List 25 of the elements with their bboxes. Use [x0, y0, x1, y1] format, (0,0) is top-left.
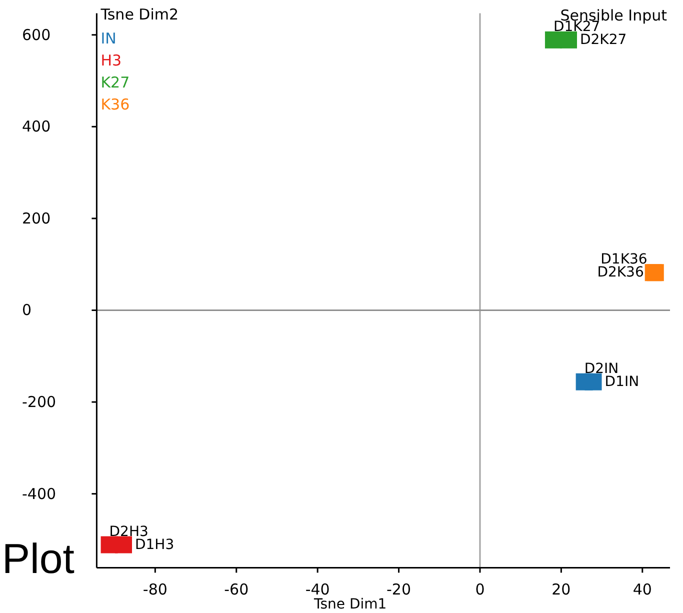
- data-label: D2K27: [580, 32, 627, 48]
- y-tick-label: 600: [22, 26, 51, 44]
- text: H3: [100, 51, 122, 70]
- x-tick-label: -40: [305, 580, 330, 599]
- y-tick-label: -200: [22, 393, 56, 412]
- y-tick-label: 400: [22, 118, 51, 136]
- text: IN: [100, 29, 116, 48]
- y-tick-label: 200: [22, 209, 51, 228]
- point: [584, 373, 602, 390]
- x-axis-title: Tsne Dim1: [313, 596, 387, 613]
- x-tick-label: -80: [142, 580, 168, 599]
- y-axis-title: Tsne Dim2: [100, 5, 179, 24]
- x-tick-label: 0: [475, 580, 485, 599]
- point: [114, 536, 132, 554]
- x-tick-label: 20: [552, 580, 571, 599]
- text: K36: [100, 95, 130, 114]
- x-tick-label: -20: [386, 580, 412, 599]
- y-tick-label: 0: [22, 301, 32, 320]
- point: [560, 31, 577, 48]
- text: Plot: [2, 535, 75, 582]
- data-label: D2K36: [597, 264, 644, 281]
- y-tick-label: -400: [22, 484, 56, 503]
- x-tick-label: -60: [224, 580, 249, 599]
- text: K27: [100, 73, 130, 92]
- x-tick-label: 40: [632, 580, 652, 599]
